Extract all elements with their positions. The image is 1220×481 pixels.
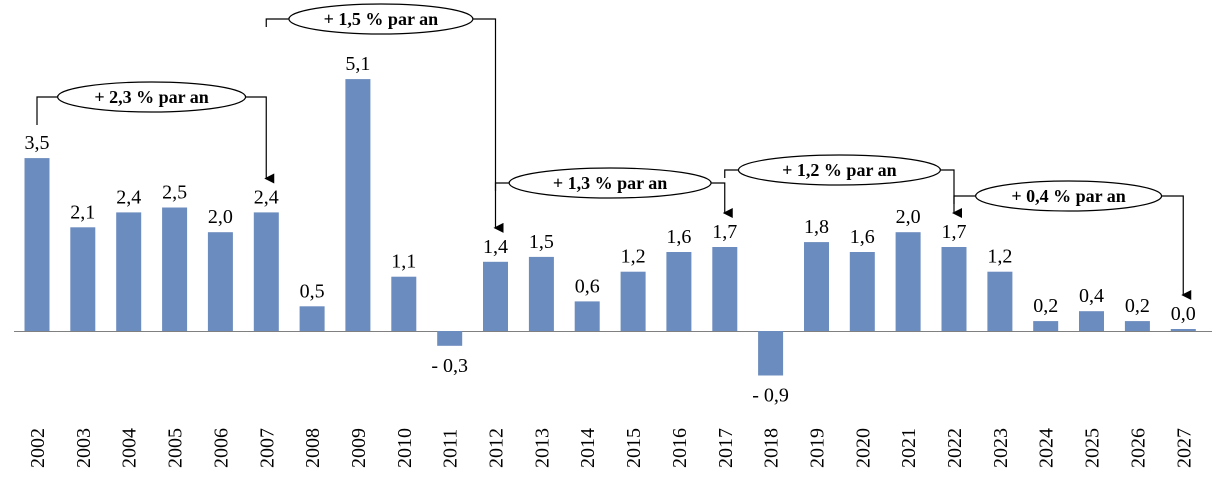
- data-label-2003: 2,1: [70, 201, 95, 223]
- x-tick-label-2008: 2008: [302, 428, 324, 468]
- annotation-text: + 1,3 % par an: [553, 173, 667, 193]
- bar-2006: [207, 232, 233, 331]
- bar-2009: [345, 79, 371, 331]
- bar-2019: [804, 242, 829, 331]
- x-tick-label-2006: 2006: [210, 428, 232, 468]
- bar-2022: [941, 247, 967, 331]
- annotation-bubble: [508, 167, 712, 199]
- annotation-bubble: [737, 154, 942, 186]
- bar-2005: [162, 207, 188, 331]
- x-tick-label-2016: 2016: [669, 428, 691, 468]
- bar-2002: [24, 158, 50, 331]
- x-tick-label-2020: 2020: [852, 428, 874, 468]
- data-label-2012: 1,4: [483, 236, 508, 258]
- x-tick-label-2019: 2019: [807, 428, 829, 468]
- data-label-2015: 1,2: [621, 246, 646, 268]
- annotation-text: + 0,4 % par an: [1011, 186, 1125, 206]
- x-tick-label-2005: 2005: [165, 428, 187, 468]
- x-tick-label-2009: 2009: [348, 428, 370, 468]
- data-label-2025: 0,4: [1079, 285, 1104, 307]
- data-label-2019: 1,8: [804, 216, 829, 238]
- bar-2018: [758, 331, 784, 376]
- annotation-bubble: [974, 180, 1163, 212]
- bar-2021: [895, 232, 921, 331]
- x-tick-label-2011: 2011: [440, 429, 462, 468]
- data-label-2013: 1,5: [529, 231, 554, 253]
- x-tick-label-2026: 2026: [1127, 428, 1149, 468]
- data-label-2009: 5,1: [345, 53, 370, 75]
- annotation-bubble: [57, 81, 247, 113]
- bar-2008: [299, 306, 325, 331]
- x-tick-label-2015: 2015: [623, 428, 645, 468]
- bar-2013: [528, 256, 554, 331]
- bar-2020: [849, 252, 875, 331]
- data-label-2005: 2,5: [162, 182, 187, 204]
- x-tick-label-2012: 2012: [486, 428, 508, 468]
- bar-2015: [620, 271, 646, 331]
- x-tick-label-2017: 2017: [715, 428, 737, 468]
- growth-annotation: + 0,4 % par an: [953, 180, 1192, 300]
- bar-2007: [253, 212, 279, 331]
- bar-2026: [1124, 321, 1150, 331]
- x-tick-label-2023: 2023: [990, 428, 1012, 468]
- bar-2004: [116, 212, 142, 331]
- x-tick-label-2021: 2021: [898, 428, 920, 468]
- annotation-arrow: [265, 18, 504, 233]
- growth-annotation: + 1,5 % par an: [265, 3, 504, 233]
- data-label-2020: 1,6: [850, 226, 875, 248]
- data-label-2026: 0,2: [1125, 295, 1150, 317]
- x-tick-label-2002: 2002: [27, 428, 49, 468]
- bar-2024: [1033, 321, 1059, 331]
- bar-2023: [987, 271, 1013, 331]
- data-label-2016: 1,6: [666, 226, 691, 248]
- data-label-2023: 1,2: [987, 246, 1012, 268]
- x-tick-label-2024: 2024: [1036, 428, 1058, 468]
- data-label-2021: 2,0: [896, 206, 921, 228]
- x-tick-label-2010: 2010: [394, 428, 416, 468]
- x-tick-label-2022: 2022: [944, 428, 966, 468]
- data-label-2006: 2,0: [208, 206, 233, 228]
- data-label-2010: 1,1: [391, 251, 416, 273]
- bar-2025: [1079, 311, 1104, 331]
- bar-2011: [437, 331, 463, 346]
- annotation-bubble: [288, 3, 474, 35]
- x-tick-label-2014: 2014: [577, 428, 599, 468]
- bar-2027: [1170, 329, 1196, 331]
- data-label-2027: 0,0: [1171, 303, 1196, 325]
- x-tick-label-2027: 2027: [1173, 428, 1195, 468]
- annotation-text: + 1,2 % par an: [782, 160, 896, 180]
- data-label-2017: 1,7: [712, 221, 737, 243]
- data-label-2022: 1,7: [942, 221, 967, 243]
- bar-2014: [574, 301, 600, 331]
- growth-annotation: + 1,3 % par an: [494, 167, 733, 219]
- x-tick-label-2007: 2007: [256, 428, 278, 468]
- annotation-text: + 2,3 % par an: [94, 87, 208, 107]
- data-label-2014: 0,6: [575, 275, 600, 297]
- bar-2010: [391, 276, 417, 331]
- data-label-2024: 0,2: [1033, 295, 1058, 317]
- x-tick-label-2003: 2003: [73, 428, 95, 468]
- data-label-2018: - 0,9: [752, 385, 789, 407]
- x-tick-label-2025: 2025: [1082, 428, 1104, 468]
- data-label-2002: 3,5: [25, 132, 50, 154]
- data-label-2007: 2,4: [254, 186, 279, 208]
- growth-annotation: + 2,3 % par an: [36, 81, 275, 184]
- data-label-2008: 0,5: [300, 280, 325, 302]
- data-label-2011: - 0,3: [431, 355, 468, 377]
- bar-2016: [666, 252, 692, 331]
- x-tick-label-2018: 2018: [761, 428, 783, 468]
- x-tick-label-2013: 2013: [531, 428, 553, 468]
- bar-2003: [70, 227, 96, 331]
- bar-2012: [483, 261, 508, 331]
- growth-annotation: + 1,2 % par an: [724, 154, 962, 219]
- annotation-text: + 1,5 % par an: [324, 9, 438, 29]
- bar-2017: [712, 247, 738, 331]
- data-label-2004: 2,4: [116, 186, 141, 208]
- x-tick-label-2004: 2004: [119, 428, 141, 468]
